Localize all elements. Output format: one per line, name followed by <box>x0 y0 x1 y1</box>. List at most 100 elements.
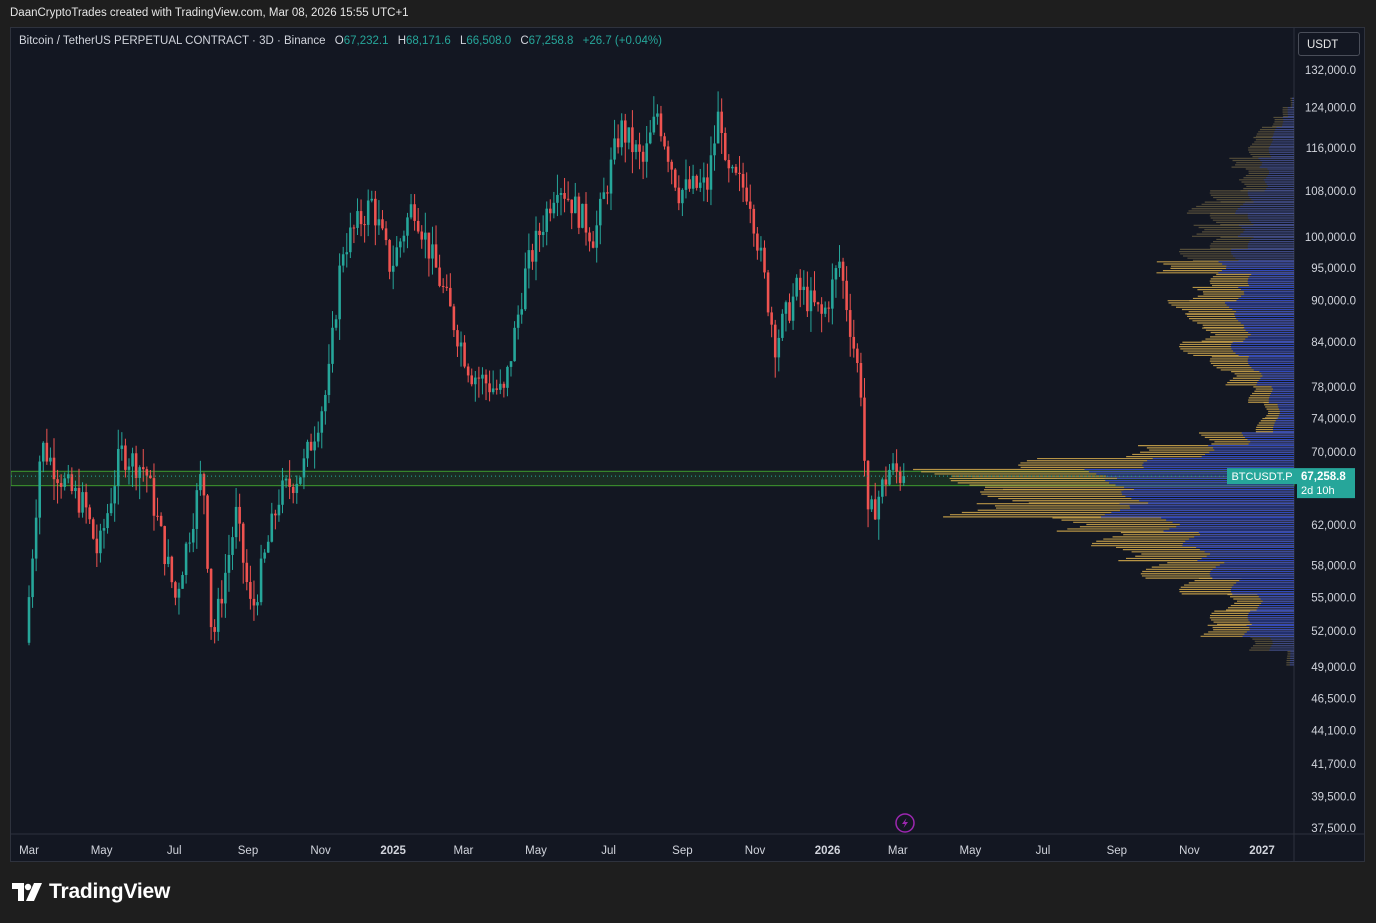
price-tick-label: 132,000.0 <box>1305 65 1356 77</box>
candle-down <box>820 304 823 314</box>
candle-down <box>159 515 163 527</box>
candle-up <box>409 204 413 218</box>
candle-up <box>648 132 652 144</box>
candle-down <box>170 556 174 583</box>
candle-up <box>345 252 349 255</box>
candle-up <box>377 219 381 226</box>
price-tick-label: 41,700.0 <box>1311 759 1356 771</box>
candle-up <box>231 537 234 555</box>
candle-up <box>224 572 227 604</box>
candle-down <box>827 307 831 309</box>
candle-up <box>534 230 538 262</box>
candle-up <box>902 476 906 483</box>
candle-down <box>156 515 159 517</box>
candle-up <box>499 383 502 390</box>
price-tick-label: 39,500.0 <box>1311 792 1356 804</box>
candle-up <box>781 313 784 338</box>
candle-down <box>748 201 752 209</box>
candle-down <box>638 144 641 152</box>
price-badge-bg <box>1297 468 1355 499</box>
candle-down <box>806 286 809 312</box>
currency-selector[interactable]: USDT <box>1298 32 1360 56</box>
candle-up <box>684 179 688 190</box>
candle-down <box>381 219 384 229</box>
change-value: +26.7 (+0.04%) <box>582 35 662 47</box>
candle-up <box>259 558 263 603</box>
time-tick-label: May <box>91 845 113 857</box>
time-tick-label: Sep <box>238 845 258 857</box>
candle-up <box>881 479 884 497</box>
candle-up <box>99 530 102 554</box>
candle-up <box>106 513 109 529</box>
candle-down <box>570 199 573 214</box>
candle-up <box>513 327 516 362</box>
candle-down <box>495 388 499 390</box>
candle-down <box>70 474 74 492</box>
lightning-icon[interactable] <box>895 813 915 833</box>
candle-up <box>809 290 813 312</box>
time-tick-label: Jul <box>1036 845 1051 857</box>
candle-down <box>95 538 99 554</box>
candle-up <box>349 227 352 253</box>
candle-down <box>449 287 452 307</box>
candle-up <box>324 394 327 412</box>
candle-down <box>631 127 634 153</box>
candle-down <box>427 232 431 259</box>
candle-down <box>88 507 91 520</box>
candle-up <box>716 111 720 144</box>
candle-up <box>731 166 734 169</box>
candle-down <box>859 363 863 398</box>
candle-down <box>723 133 727 160</box>
candle-up <box>634 144 638 153</box>
candle-down <box>727 159 731 169</box>
chart-frame[interactable]: 132,000.0 124,000.0 116,000.0 108,000.0 100,… <box>10 27 1365 862</box>
price-tick-label: 116,000.0 <box>1306 143 1356 155</box>
candle-down <box>238 506 241 524</box>
candle-down <box>566 198 570 200</box>
time-axis: Mar May Jul Sep Nov 2025 Mar May Jul Sep Nov 2026 Ma… <box>19 845 1275 857</box>
candle-up <box>795 277 798 297</box>
high-value: 68,171.6 <box>406 35 451 47</box>
candle-down <box>416 220 420 232</box>
candle-up <box>263 552 266 559</box>
price-tick-label: 78,000.0 <box>1311 382 1356 394</box>
candle-down <box>623 120 627 143</box>
candle-down <box>241 523 245 563</box>
price-tick-label: 46,500.0 <box>1311 693 1356 705</box>
candle-up <box>370 198 374 201</box>
candle-up <box>838 261 841 269</box>
price-tick-label: 124,000.0 <box>1305 103 1356 115</box>
candle-down <box>434 244 438 268</box>
candle-up <box>188 542 191 544</box>
candle-down <box>706 177 709 190</box>
candle-up <box>284 478 288 481</box>
candle-down <box>145 469 149 476</box>
price-chart[interactable]: 132,000.0 124,000.0 116,000.0 108,000.0 100,… <box>11 28 1364 861</box>
candle-down <box>688 179 691 189</box>
candle-down <box>363 224 366 226</box>
candle-up <box>709 155 713 190</box>
candle-up <box>509 361 513 367</box>
candle-down <box>91 519 95 539</box>
candle-down <box>677 187 681 204</box>
candle-down <box>673 169 677 188</box>
candle-up <box>491 388 495 393</box>
candle-up <box>74 487 77 492</box>
candle-up <box>234 506 238 538</box>
symbol-name[interactable]: Bitcoin / TetherUS PERPETUAL CONTRACT · … <box>19 35 326 47</box>
candle-up <box>702 177 706 183</box>
candle-down <box>538 230 541 236</box>
chart-credit: DaanCryptoTrades created with TradingVie… <box>10 7 409 19</box>
time-tick-label: Nov <box>310 845 331 857</box>
candle-up <box>316 432 320 442</box>
low-value: 66,508.0 <box>466 35 512 47</box>
candle-down <box>413 204 416 221</box>
countdown-label: 2d 10h <box>1301 485 1335 497</box>
candle-up <box>27 597 31 643</box>
candle-down <box>152 478 156 516</box>
candle-up <box>306 441 309 459</box>
candle-down <box>445 286 449 288</box>
candle-down <box>756 233 759 251</box>
candle-up <box>802 286 806 291</box>
time-tick-label: 2026 <box>815 845 841 857</box>
